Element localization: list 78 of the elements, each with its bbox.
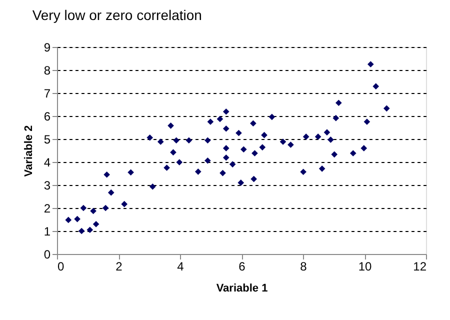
point	[108, 189, 114, 196]
point	[176, 159, 183, 166]
y-tick-label: 6	[44, 110, 51, 124]
point	[164, 164, 170, 171]
point	[288, 142, 294, 148]
point	[229, 161, 236, 168]
point	[250, 176, 257, 182]
point	[207, 118, 214, 125]
point	[328, 136, 334, 143]
point	[324, 129, 330, 136]
point	[383, 105, 390, 112]
x-tick-label: 12	[413, 260, 427, 274]
point	[350, 150, 356, 156]
point	[168, 122, 174, 129]
point	[252, 150, 258, 156]
point	[367, 61, 374, 68]
point	[173, 137, 180, 144]
point	[222, 145, 230, 152]
point	[220, 170, 226, 176]
point	[302, 134, 310, 140]
x-tick-label: 2	[116, 260, 123, 274]
point	[80, 204, 87, 212]
point	[92, 220, 100, 228]
point	[204, 137, 211, 144]
point	[332, 114, 340, 122]
point	[336, 100, 342, 106]
y-tick-label: 0	[44, 248, 51, 262]
point	[238, 180, 244, 186]
point	[104, 171, 110, 178]
point	[360, 145, 368, 152]
point	[222, 125, 230, 132]
y-tick-label: 5	[44, 132, 51, 146]
y-tick-label: 2	[44, 202, 51, 216]
point	[364, 118, 370, 125]
point	[86, 226, 94, 234]
point	[157, 138, 164, 145]
point	[300, 168, 306, 176]
point	[65, 216, 72, 224]
x-tick-label: 6	[238, 260, 246, 274]
point	[268, 114, 276, 120]
x-tick-label: 10	[358, 260, 372, 274]
point	[331, 151, 338, 158]
point	[128, 169, 134, 176]
y-tick-label: 8	[44, 64, 51, 78]
y-tick-label: 3	[44, 178, 51, 192]
point	[250, 120, 256, 127]
point	[186, 137, 192, 144]
y-tick-label: 4	[44, 156, 51, 170]
y-tick-label: 7	[44, 86, 51, 100]
point	[90, 208, 96, 214]
point	[216, 116, 224, 122]
point	[222, 154, 230, 161]
point	[78, 228, 85, 234]
point	[121, 200, 128, 208]
point	[222, 108, 230, 115]
point	[236, 130, 242, 136]
point	[240, 146, 247, 153]
point	[149, 183, 156, 190]
x-axis-title: Variable 1	[216, 282, 268, 294]
y-tick-label: 9	[44, 40, 51, 54]
point	[318, 166, 326, 172]
y-axis-title: Variable 2	[22, 125, 35, 177]
x-tick-label: 0	[58, 260, 64, 274]
point	[314, 134, 322, 140]
point	[204, 157, 211, 164]
y-tick-label: 1	[44, 224, 51, 238]
point	[102, 204, 109, 212]
x-tick-label: 4	[177, 260, 184, 274]
point	[170, 149, 176, 156]
chart-title: Very low or zero correlation	[32, 7, 202, 23]
point	[261, 132, 268, 138]
point	[280, 138, 286, 145]
point	[194, 168, 202, 175]
point	[74, 216, 80, 222]
x-tick-label: 8	[300, 260, 308, 274]
point	[146, 134, 154, 141]
point	[259, 144, 266, 150]
point	[372, 83, 380, 90]
